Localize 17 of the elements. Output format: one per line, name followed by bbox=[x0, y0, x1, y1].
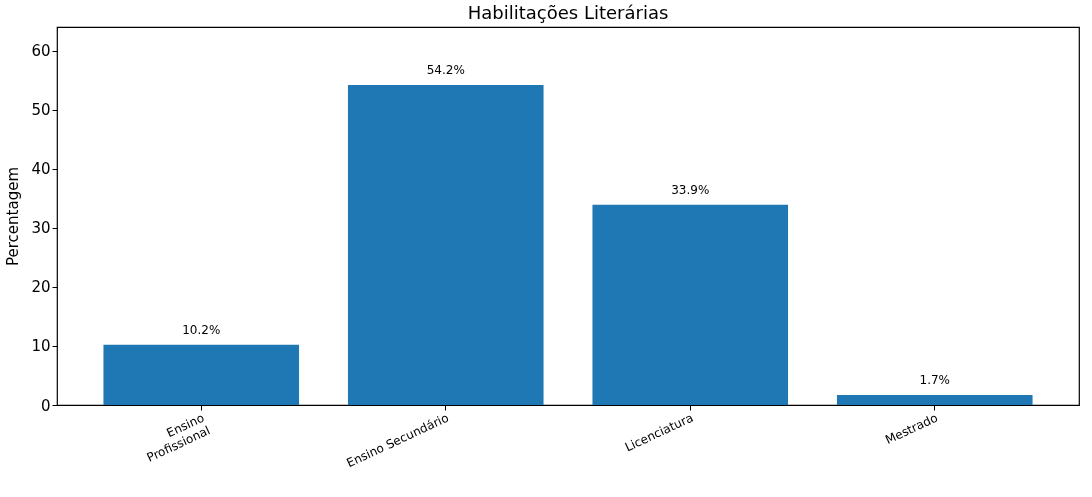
bar bbox=[836, 394, 1033, 405]
bar bbox=[592, 204, 789, 405]
y-tick-label: 50 bbox=[31, 101, 51, 120]
y-tick-label: 60 bbox=[31, 42, 51, 61]
bar bbox=[103, 344, 300, 405]
data-label: 1.7% bbox=[919, 372, 950, 387]
data-label: 54.2% bbox=[426, 62, 465, 77]
y-tick-label: 10 bbox=[31, 337, 51, 356]
y-tick-label: 30 bbox=[31, 219, 51, 238]
data-label: 33.9% bbox=[671, 182, 710, 197]
y-tick-label: 40 bbox=[31, 160, 51, 179]
y-tick-label: 20 bbox=[31, 278, 51, 297]
y-axis-title: Percentagem bbox=[4, 167, 23, 266]
chart-title: Habilitações Literárias bbox=[467, 2, 669, 23]
y-tick-label: 0 bbox=[40, 396, 51, 415]
data-label: 10.2% bbox=[182, 322, 221, 337]
bar bbox=[347, 84, 544, 405]
